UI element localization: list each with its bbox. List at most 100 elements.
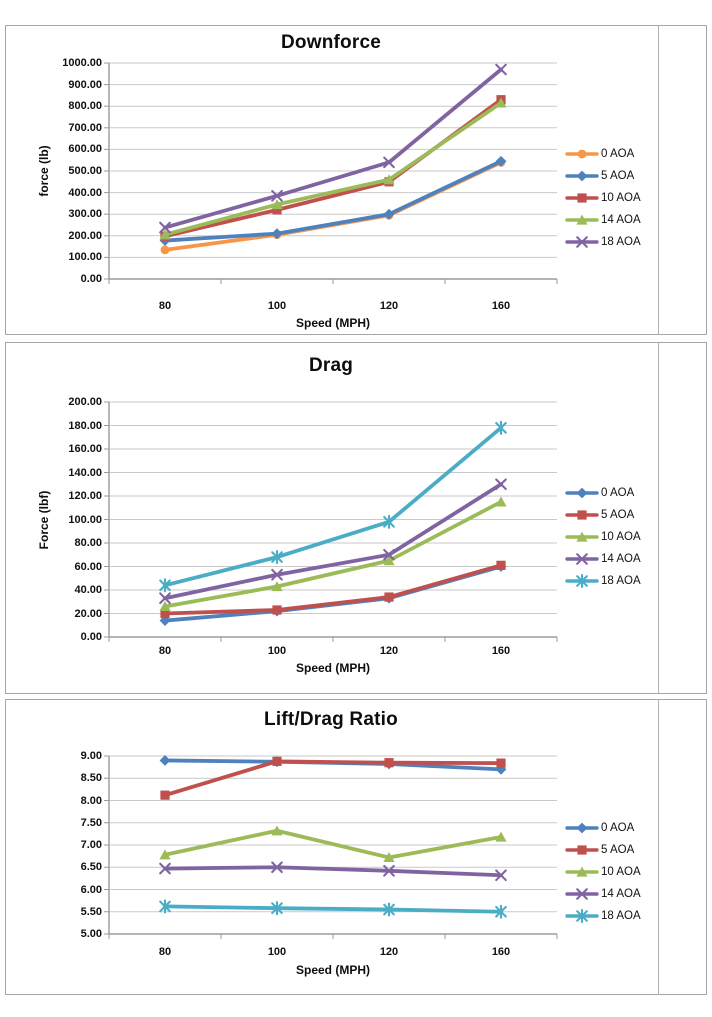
y-axis-title: Force (lbf) [37, 490, 51, 549]
legend-marker-18-aoa-icon [565, 908, 599, 924]
legend-marker-0-aoa-icon [565, 822, 599, 834]
legend-item: 10 AOA [565, 861, 641, 883]
y-tick-label: 160.00 [68, 443, 102, 455]
y-tick-label: 6.00 [80, 883, 102, 896]
series-line-10-aoa [163, 97, 503, 239]
plot-area [104, 755, 558, 939]
marker-10-aoa [271, 825, 283, 836]
marker-10-aoa [383, 555, 395, 566]
marker-5-aoa [496, 560, 506, 570]
legend-marker [576, 531, 588, 542]
legend-item: 5 AOA [565, 504, 641, 526]
legend-marker-14-aoa-icon [565, 214, 599, 225]
marker-0-aoa [160, 245, 170, 255]
legend-marker [576, 908, 588, 924]
y-tick-label: 120.00 [68, 490, 102, 502]
legend-item: 18 AOA [565, 231, 641, 253]
y-tick-label: 20.00 [74, 607, 102, 620]
marker-14-aoa [383, 174, 395, 185]
y-tick-label: 100.00 [68, 251, 102, 264]
y-tick-label: 200.00 [68, 229, 102, 242]
legend: 0 AOA 5 AOA 10 AOA 14 AOA 18 AOA [565, 143, 641, 253]
legend-item: 14 AOA [565, 209, 641, 231]
legend-marker [576, 573, 588, 589]
y-tick-label: 8.50 [80, 772, 102, 785]
series-line-18-aoa [163, 904, 503, 914]
y-tick-label: 400.00 [68, 186, 102, 199]
marker-10-aoa [271, 581, 283, 592]
series-line-14-aoa [163, 101, 503, 237]
marker-10-aoa [495, 831, 507, 842]
legend-label: 18 AOA [601, 236, 641, 248]
marker-14-aoa [383, 548, 395, 561]
legend-marker [577, 149, 587, 159]
legend-marker [577, 193, 587, 203]
plot-area [104, 62, 558, 284]
chart-title: Downforce [281, 32, 381, 53]
series-line-14-aoa [163, 482, 503, 601]
y-tick-label: 800.00 [68, 100, 102, 113]
marker-14-aoa [495, 869, 507, 882]
chart-title: Drag [308, 355, 354, 376]
legend-item: 0 AOA [565, 482, 641, 504]
marker-18-aoa [495, 420, 507, 435]
legend-marker-14-aoa-icon [565, 553, 599, 565]
y-tick-label: 40.00 [74, 584, 102, 596]
legend-item: 0 AOA [565, 817, 641, 839]
marker-10-aoa [383, 852, 395, 863]
legend: 0 AOA 5 AOA 10 AOA 14 AOA 18 AOA [565, 817, 641, 927]
legend-marker [576, 487, 588, 499]
y-tick-label: 700.00 [68, 121, 102, 134]
marker-18-aoa [159, 578, 171, 593]
x-tick-label: 80 [158, 300, 172, 312]
series-line-10-aoa [163, 499, 503, 609]
x-tick-label: 120 [379, 300, 399, 312]
y-axis-title: force (lb) [37, 145, 51, 197]
legend-marker [576, 888, 588, 900]
y-tick-label: 7.50 [80, 816, 102, 829]
legend-marker-14-aoa-icon [565, 888, 599, 900]
marker-18-aoa [271, 901, 283, 916]
legend-marker-18-aoa-icon [565, 573, 599, 589]
y-tick-label: 9.00 [80, 750, 102, 762]
plot-area [104, 401, 558, 642]
legend-item: 10 AOA [565, 526, 641, 548]
y-tick-label: 7.00 [80, 839, 102, 851]
marker-14-aoa [271, 861, 283, 874]
marker-0-aoa [495, 763, 507, 775]
legend-label: 14 AOA [601, 553, 641, 565]
legend-item: 18 AOA [565, 905, 641, 927]
legend-item: 14 AOA [565, 883, 641, 905]
y-tick-label: 0.00 [80, 273, 102, 285]
drag-chart-panel: Drag 200.00 180.00 160.00 140.00 120.00 100.0… [5, 342, 707, 694]
legend-item: 14 AOA [565, 548, 641, 570]
x-tick-label: 100 [267, 300, 287, 312]
marker-14-aoa [159, 592, 171, 605]
marker-14-aoa [495, 97, 507, 108]
y-tick-label: 100.00 [68, 513, 102, 526]
legend-item: 5 AOA [565, 165, 641, 187]
y-tick-label: 140.00 [68, 466, 102, 479]
legend-label: 5 AOA [601, 844, 635, 856]
legend-label: 0 AOA [601, 487, 635, 499]
x-tick-label: 160 [491, 300, 511, 312]
marker-5-aoa [271, 228, 283, 240]
legend-marker-0-aoa-icon [565, 149, 599, 159]
legend-label: 18 AOA [601, 910, 641, 922]
legend-label: 0 AOA [601, 822, 635, 834]
series-line-14-aoa [163, 865, 503, 878]
marker-18-aoa [159, 899, 171, 914]
marker-5-aoa [384, 758, 394, 768]
x-tick-label: 160 [491, 645, 511, 657]
x-tick-label: 100 [267, 645, 287, 657]
marker-18-aoa [271, 189, 283, 202]
series-line-18-aoa [163, 67, 503, 230]
marker-10-aoa [159, 849, 171, 860]
x-axis-title: Speed (MPH) [295, 963, 370, 977]
marker-14-aoa [271, 568, 283, 581]
y-tick-label: 200.00 [68, 396, 102, 408]
x-tick-label: 120 [379, 946, 399, 958]
marker-0-aoa [159, 755, 171, 766]
series-line-10-aoa [163, 828, 503, 860]
